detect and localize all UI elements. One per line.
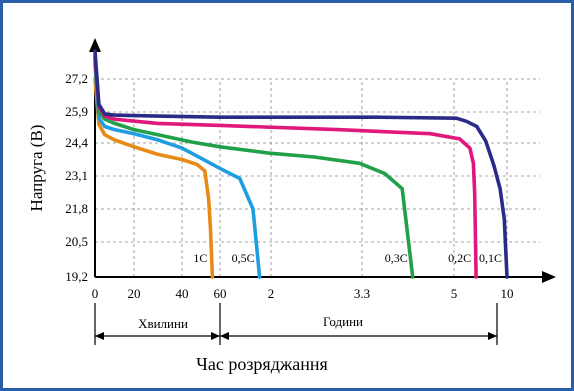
x-axis-label: Час розряджання: [196, 354, 328, 374]
y-tick-label: 23,1: [65, 168, 88, 183]
y-tick-labels: 19,2 20,5 21,8 23,1 24,4 25,9 27,2: [65, 71, 88, 284]
series-label: 1С: [193, 251, 207, 265]
x-tick-label: 3.3: [354, 286, 370, 301]
axes: [89, 38, 556, 283]
y-axis-label: Напруга (В): [27, 125, 46, 212]
minutes-arrow-left: [95, 332, 104, 340]
x-tick-label: 20: [128, 286, 141, 301]
y-axis-arrow: [89, 38, 101, 52]
x-axis-arrow: [542, 271, 556, 283]
grid: [95, 78, 540, 277]
x-tick-label: 10: [501, 286, 514, 301]
y-tick-label: 27,2: [65, 71, 88, 86]
hours-label: Години: [323, 314, 363, 329]
x-tick-label: 60: [214, 286, 227, 301]
series-line: [93, 54, 478, 279]
series-label: 0,2С: [448, 251, 471, 265]
x-tick-label: 5: [451, 286, 458, 301]
minutes-arrow-right: [211, 332, 220, 340]
y-tick-label: 25,9: [65, 104, 88, 119]
x-tick-label: 0: [92, 286, 99, 301]
series-label: 0,5С: [232, 251, 255, 265]
x-tick-label: 40: [176, 286, 189, 301]
series-label: 0,3С: [385, 251, 408, 265]
series-lines: [93, 49, 509, 279]
time-unit-brackets: Хвилини Години: [94, 303, 498, 345]
x-tick-label: 2: [268, 286, 275, 301]
y-tick-label: 19,2: [65, 269, 88, 284]
x-tick-labels: 0 20 40 60 2 3.3 5 10: [92, 286, 514, 301]
y-tick-label: 24,4: [65, 135, 88, 150]
series-line: [93, 77, 215, 279]
y-tick-label: 20,5: [65, 234, 88, 249]
series-label: 0,1С: [479, 251, 502, 265]
y-tick-label: 21,8: [65, 201, 88, 216]
series-line: [93, 56, 415, 279]
series-line: [93, 49, 509, 279]
hours-arrow-left: [220, 332, 229, 340]
hours-arrow-right: [488, 332, 497, 340]
series-line: [93, 62, 262, 279]
series-labels: 1С 0,5С 0,3С 0,2С 0,1С: [193, 251, 502, 265]
minutes-label: Хвилини: [138, 316, 188, 331]
